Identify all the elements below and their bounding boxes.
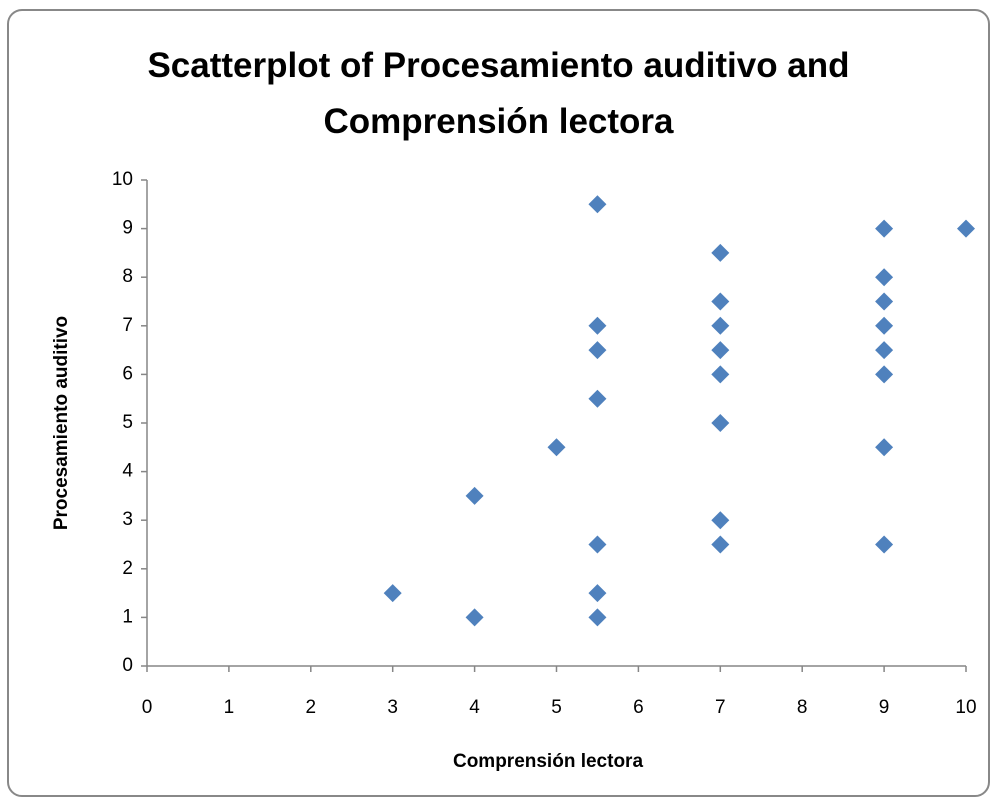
point [588, 535, 607, 554]
x-tick-label: 1 [224, 697, 235, 718]
chart-frame [7, 9, 990, 797]
y-tick-label: 8 [122, 266, 133, 287]
point [875, 341, 894, 360]
x-tick-label: 9 [879, 697, 890, 718]
x-tick-label: 2 [306, 697, 317, 718]
point [711, 316, 730, 335]
point [588, 389, 607, 408]
y-tick-label: 9 [122, 218, 133, 239]
chart-title: Scatterplot of Procesamiento auditivo an… [147, 46, 850, 141]
x-tick-label: 10 [955, 697, 976, 718]
x-tick-label: 6 [633, 697, 644, 718]
y-tick-label: 0 [122, 655, 133, 676]
x-tick-label: 3 [387, 697, 398, 718]
point [875, 438, 894, 457]
x-tick-label: 4 [469, 697, 480, 718]
point [875, 535, 894, 554]
x-tick-label: 7 [715, 697, 726, 718]
x-tick-label: 0 [142, 697, 153, 718]
point [875, 316, 894, 335]
point [711, 341, 730, 360]
y-tick-label: 10 [112, 169, 133, 190]
point [547, 438, 566, 457]
x-tick-label: 5 [551, 697, 562, 718]
point [588, 608, 607, 627]
point [875, 365, 894, 384]
y-tick-label: 7 [122, 315, 133, 336]
point [383, 584, 402, 603]
point [588, 341, 607, 360]
x-axis-title: Comprensión lectora [453, 751, 643, 772]
y-axis-title: Procesamiento auditivo [51, 316, 72, 530]
y-tick-label: 4 [122, 461, 133, 482]
point [711, 292, 730, 311]
x-tick-label: 8 [797, 697, 808, 718]
y-tick-label: 6 [122, 363, 133, 384]
point [465, 486, 484, 505]
point [711, 365, 730, 384]
point [711, 535, 730, 554]
point [875, 268, 894, 287]
y-tick-label: 5 [122, 412, 133, 433]
point [957, 219, 975, 238]
point [588, 316, 607, 335]
point [711, 511, 730, 530]
point [588, 584, 607, 603]
point [588, 195, 607, 214]
y-tick-label: 3 [122, 509, 133, 530]
point [711, 414, 730, 432]
point [711, 243, 730, 262]
point [465, 608, 484, 627]
y-tick-label: 2 [122, 558, 133, 579]
point [875, 219, 894, 238]
y-tick-label: 1 [122, 606, 133, 627]
point [875, 292, 894, 311]
